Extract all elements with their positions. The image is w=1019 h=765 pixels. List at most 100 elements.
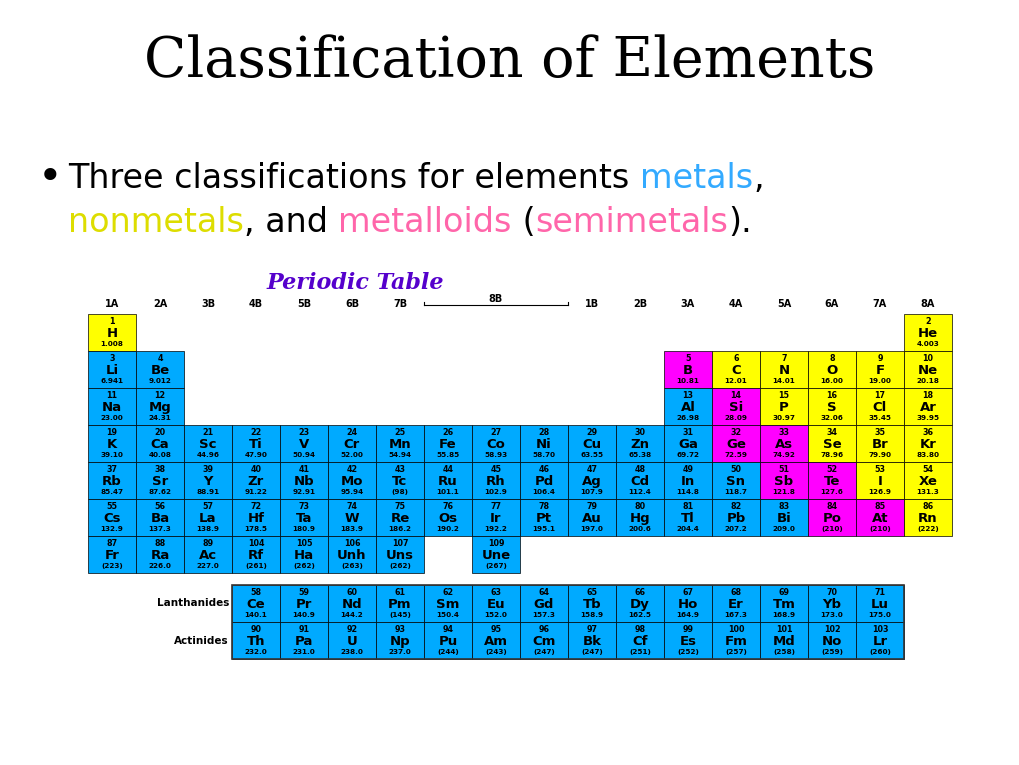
Text: 227.0: 227.0: [197, 563, 219, 569]
Text: 53: 53: [873, 465, 884, 474]
Text: Ni: Ni: [536, 438, 551, 451]
Text: 96: 96: [538, 625, 549, 634]
Text: 35: 35: [873, 428, 884, 437]
Text: 192.2: 192.2: [484, 526, 506, 532]
Text: Te: Te: [823, 475, 840, 488]
Text: 140.9: 140.9: [292, 612, 315, 618]
Text: metalloids: metalloids: [338, 206, 512, 239]
Bar: [424, 585, 472, 622]
Text: (257): (257): [725, 649, 746, 656]
Text: 93: 93: [394, 625, 406, 634]
Text: 69: 69: [777, 588, 789, 597]
Text: 26.98: 26.98: [676, 415, 699, 422]
Text: Ta: Ta: [296, 512, 312, 525]
Bar: [807, 351, 855, 388]
Text: 70: 70: [825, 588, 837, 597]
Text: 11: 11: [106, 391, 117, 400]
Text: 60: 60: [346, 588, 357, 597]
Text: 183.9: 183.9: [340, 526, 363, 532]
Text: 67: 67: [682, 588, 693, 597]
Text: Hg: Hg: [629, 512, 650, 525]
Text: 92.91: 92.91: [292, 490, 315, 496]
Text: 71: 71: [873, 588, 884, 597]
Text: Gd: Gd: [533, 597, 553, 610]
Text: Ar: Ar: [919, 401, 935, 414]
Text: 5B: 5B: [297, 299, 311, 309]
Text: 152.0: 152.0: [484, 612, 506, 618]
Text: 20: 20: [154, 428, 165, 437]
Text: 27: 27: [490, 428, 501, 437]
Bar: [615, 622, 663, 659]
Bar: [711, 351, 759, 388]
Bar: [231, 622, 280, 659]
Bar: [663, 425, 711, 462]
Text: F: F: [874, 363, 883, 376]
Text: Rf: Rf: [248, 549, 264, 562]
Text: 26: 26: [442, 428, 453, 437]
Bar: [136, 351, 183, 388]
Text: (261): (261): [245, 563, 267, 569]
Text: 34: 34: [825, 428, 837, 437]
Bar: [424, 425, 472, 462]
Text: C: C: [731, 363, 740, 376]
Text: 25: 25: [394, 428, 406, 437]
Bar: [711, 388, 759, 425]
Text: (222): (222): [916, 526, 937, 532]
Text: 58.70: 58.70: [532, 452, 555, 458]
Bar: [520, 425, 568, 462]
Text: 65.38: 65.38: [628, 452, 651, 458]
Text: 9: 9: [876, 354, 881, 363]
Text: Cm: Cm: [532, 635, 555, 648]
Text: 24: 24: [346, 428, 358, 437]
Text: B: B: [683, 363, 692, 376]
Text: Pr: Pr: [296, 597, 312, 610]
Text: 78: 78: [538, 502, 549, 511]
Text: 79: 79: [586, 502, 597, 511]
Bar: [376, 622, 424, 659]
Text: 173.0: 173.0: [820, 612, 843, 618]
Text: 12: 12: [154, 391, 165, 400]
Text: Ca: Ca: [151, 438, 169, 451]
Text: Tb: Tb: [582, 597, 601, 610]
Bar: [376, 425, 424, 462]
Bar: [231, 585, 903, 659]
Text: 16.00: 16.00: [819, 379, 843, 384]
Text: 7B: 7B: [392, 299, 407, 309]
Text: 3A: 3A: [681, 299, 694, 309]
Text: 106: 106: [343, 539, 360, 548]
Text: Na: Na: [102, 401, 122, 414]
Text: 54: 54: [921, 465, 932, 474]
Bar: [424, 462, 472, 499]
Text: 21: 21: [202, 428, 213, 437]
Text: 200.6: 200.6: [628, 526, 651, 532]
Text: Po: Po: [821, 512, 841, 525]
Text: 74.92: 74.92: [771, 452, 795, 458]
Text: 10: 10: [921, 354, 932, 363]
Bar: [328, 622, 376, 659]
Text: (260): (260): [868, 649, 890, 656]
Text: (263): (263): [340, 563, 363, 569]
Bar: [759, 425, 807, 462]
Text: 61: 61: [394, 588, 406, 597]
Text: 52: 52: [825, 465, 837, 474]
Text: 3: 3: [109, 354, 114, 363]
Bar: [424, 622, 472, 659]
Bar: [328, 536, 376, 573]
Text: (247): (247): [533, 649, 554, 656]
Text: •: •: [38, 157, 62, 199]
Text: 131.3: 131.3: [916, 490, 938, 496]
Text: 101: 101: [775, 625, 792, 634]
Bar: [855, 585, 903, 622]
Text: 86: 86: [921, 502, 932, 511]
Text: 99: 99: [682, 625, 693, 634]
Bar: [472, 425, 520, 462]
Text: 1.008: 1.008: [101, 341, 123, 347]
Text: 204.4: 204.4: [676, 526, 699, 532]
Text: 52.00: 52.00: [340, 452, 363, 458]
Bar: [328, 425, 376, 462]
Text: Ho: Ho: [678, 597, 697, 610]
Text: (252): (252): [677, 649, 698, 656]
Text: Am: Am: [484, 635, 507, 648]
Text: Mg: Mg: [149, 401, 171, 414]
Text: 90: 90: [251, 625, 261, 634]
